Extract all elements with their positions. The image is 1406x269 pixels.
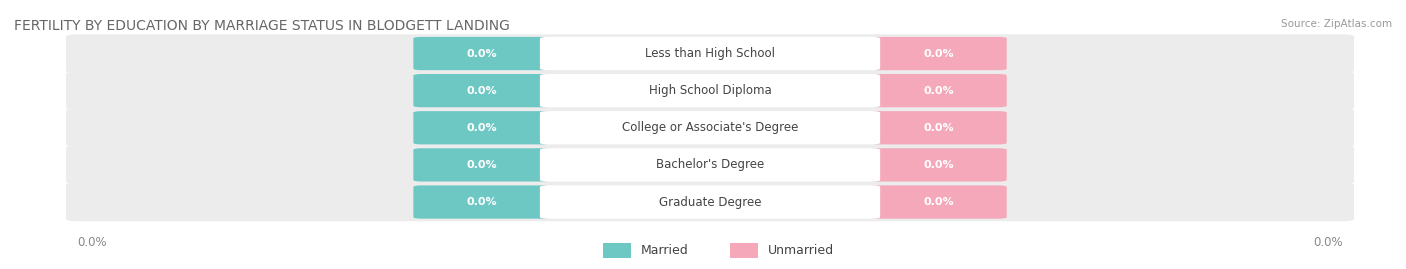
Text: Source: ZipAtlas.com: Source: ZipAtlas.com <box>1281 19 1392 29</box>
Text: Bachelor's Degree: Bachelor's Degree <box>657 158 763 171</box>
Text: 0.0%: 0.0% <box>467 86 496 96</box>
FancyBboxPatch shape <box>870 74 1007 107</box>
Text: High School Diploma: High School Diploma <box>648 84 772 97</box>
FancyBboxPatch shape <box>413 111 550 144</box>
Text: Less than High School: Less than High School <box>645 47 775 60</box>
FancyBboxPatch shape <box>540 37 880 70</box>
Text: Graduate Degree: Graduate Degree <box>659 196 761 208</box>
FancyBboxPatch shape <box>66 146 1354 184</box>
FancyBboxPatch shape <box>870 185 1007 219</box>
Text: 0.0%: 0.0% <box>924 123 953 133</box>
FancyBboxPatch shape <box>540 185 880 219</box>
FancyBboxPatch shape <box>540 111 880 144</box>
Text: FERTILITY BY EDUCATION BY MARRIAGE STATUS IN BLODGETT LANDING: FERTILITY BY EDUCATION BY MARRIAGE STATU… <box>14 19 510 33</box>
Text: 0.0%: 0.0% <box>467 197 496 207</box>
Text: 0.0%: 0.0% <box>924 160 953 170</box>
FancyBboxPatch shape <box>66 109 1354 147</box>
FancyBboxPatch shape <box>66 72 1354 110</box>
Text: 0.0%: 0.0% <box>467 123 496 133</box>
Text: College or Associate's Degree: College or Associate's Degree <box>621 121 799 134</box>
FancyBboxPatch shape <box>870 111 1007 144</box>
FancyBboxPatch shape <box>66 183 1354 221</box>
FancyBboxPatch shape <box>413 148 550 182</box>
Text: Unmarried: Unmarried <box>768 244 834 257</box>
FancyBboxPatch shape <box>413 74 550 107</box>
FancyBboxPatch shape <box>540 74 880 107</box>
Text: 0.0%: 0.0% <box>924 48 953 59</box>
FancyBboxPatch shape <box>413 37 550 70</box>
Text: 0.0%: 0.0% <box>1313 236 1343 249</box>
FancyBboxPatch shape <box>540 148 880 182</box>
Text: 0.0%: 0.0% <box>467 160 496 170</box>
FancyBboxPatch shape <box>730 243 758 258</box>
Text: 0.0%: 0.0% <box>924 86 953 96</box>
Text: Married: Married <box>641 244 689 257</box>
FancyBboxPatch shape <box>603 243 631 258</box>
FancyBboxPatch shape <box>413 185 550 219</box>
Text: 0.0%: 0.0% <box>924 197 953 207</box>
Text: 0.0%: 0.0% <box>77 236 107 249</box>
Text: 0.0%: 0.0% <box>467 48 496 59</box>
FancyBboxPatch shape <box>66 34 1354 73</box>
FancyBboxPatch shape <box>870 37 1007 70</box>
FancyBboxPatch shape <box>870 148 1007 182</box>
